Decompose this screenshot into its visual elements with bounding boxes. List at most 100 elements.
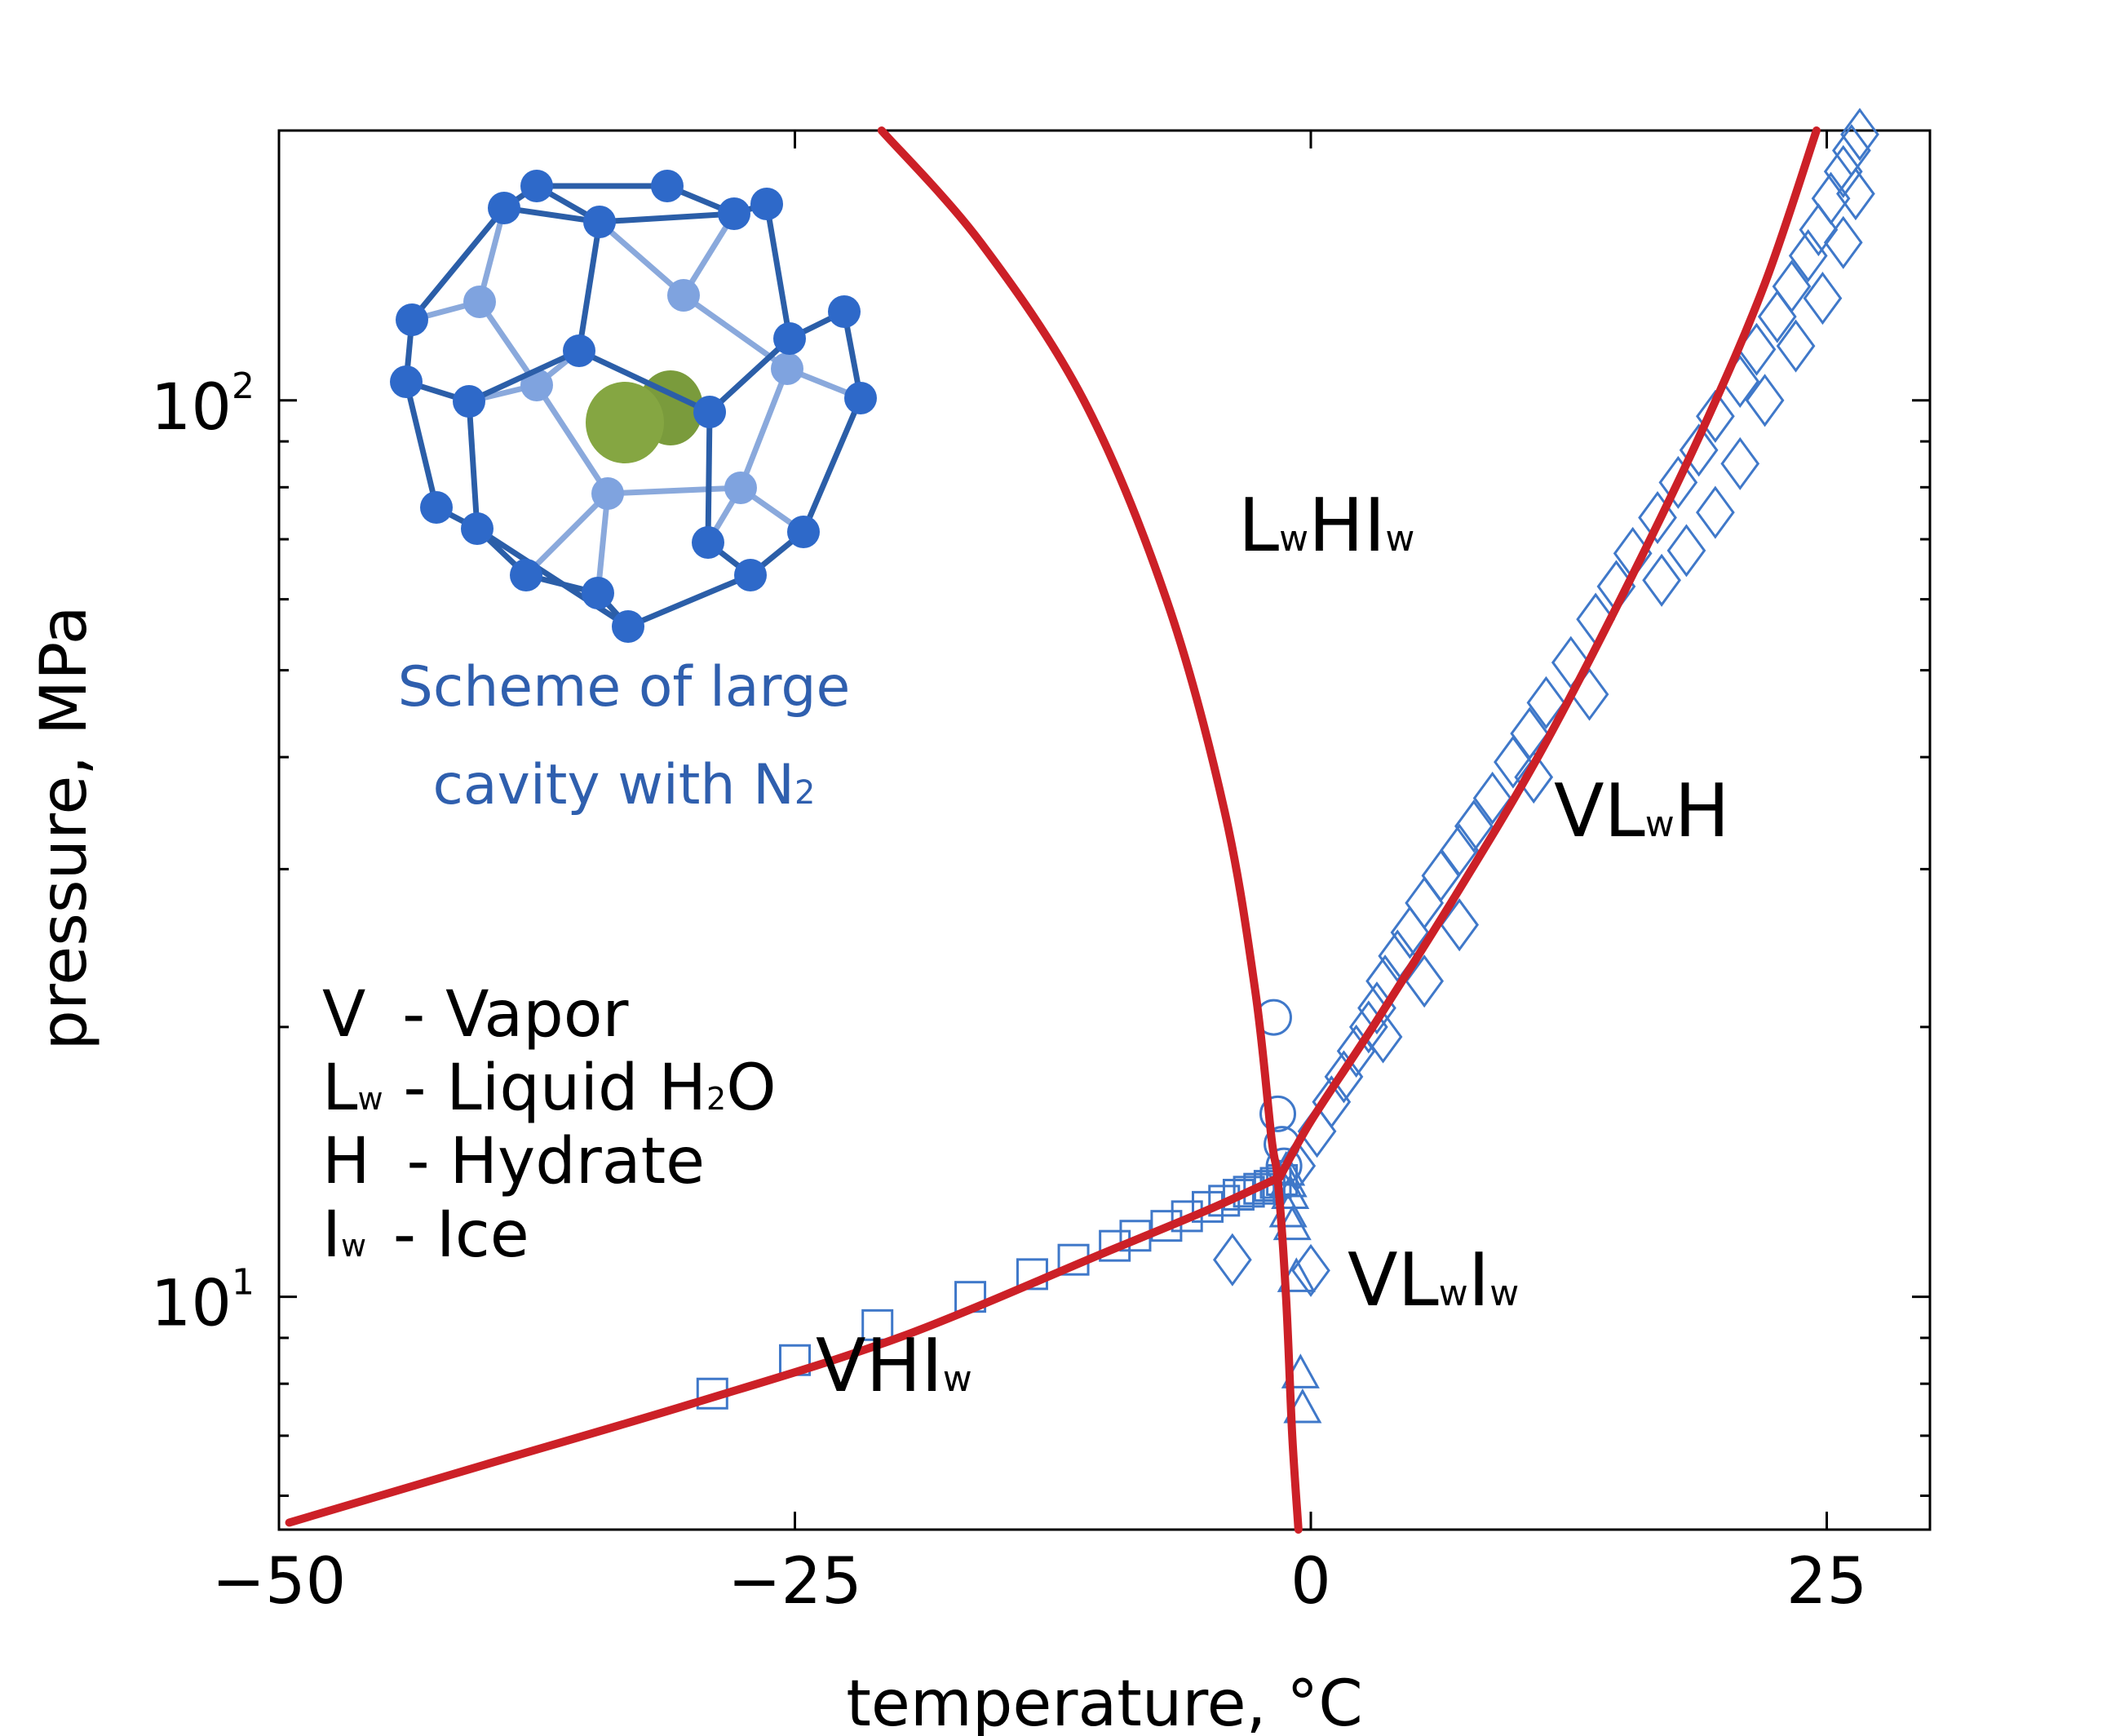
cage-front-atom: [773, 322, 806, 355]
diamond-marker: [1772, 259, 1812, 313]
cage-back-bond: [534, 383, 610, 495]
y-tick-label: 101: [151, 1262, 254, 1341]
square-marker: [861, 1309, 894, 1341]
region-vhiw-main1: VHI: [816, 1323, 943, 1409]
cage-front-bond: [403, 381, 440, 508]
cage-front-atom: [750, 188, 783, 220]
y-tick-base: 10: [151, 1268, 232, 1341]
diamond-marker: [1324, 1050, 1364, 1104]
diamond-marker: [1312, 1075, 1352, 1129]
cage-front-atom: [582, 577, 614, 609]
x-tick-label: −25: [728, 1545, 862, 1619]
cage-front-bond: [476, 526, 630, 629]
cage-front-bond: [578, 348, 711, 415]
cage-front-bond: [800, 396, 864, 534]
cage-front-atom: [612, 610, 644, 643]
cage-front-bond: [707, 336, 792, 414]
square-marker: [1222, 1178, 1255, 1211]
region-label-vhiw: VHIw: [816, 1323, 972, 1409]
phase-boundary-curve: [877, 126, 1303, 1534]
region-lwhiw-main1: L: [1238, 483, 1279, 569]
cage-front-atom: [488, 192, 520, 224]
diamond-marker: [1277, 1139, 1317, 1193]
key-liquid-desc-sub: 2: [706, 1081, 726, 1117]
y-tick-exponent: 2: [232, 365, 254, 407]
diamond-marker: [1212, 1233, 1252, 1286]
x-tick-labels: −50 −25 0 25: [212, 1545, 1867, 1619]
cage-back-atom: [591, 477, 624, 510]
y-tick-base: 10: [151, 371, 232, 445]
cage-front-atom: [734, 559, 767, 591]
cage-back-atom: [771, 352, 803, 385]
cage-front-atom: [520, 170, 553, 202]
diamond-marker: [1454, 799, 1494, 853]
cage-back-bond: [607, 485, 741, 497]
cage-back-bond: [477, 300, 539, 387]
cage-front-bond: [763, 203, 793, 339]
key-row-hydrate: H - Hydrate: [322, 1125, 705, 1198]
diamond-marker: [1811, 171, 1851, 225]
inset-caption-line2-main: cavity with N: [433, 753, 794, 817]
cage-back-bond: [595, 493, 611, 594]
key-liquid-desc: - Liquid H: [383, 1052, 706, 1125]
cage-front-atom: [453, 385, 485, 418]
diamond-marker: [1472, 771, 1512, 825]
region-vlwiw-main2: I: [1468, 1238, 1490, 1323]
data-markers: [696, 108, 1879, 1424]
circle-marker: [1259, 1095, 1297, 1132]
diamond-marker: [1745, 374, 1785, 427]
diamond-marker: [1291, 1243, 1330, 1297]
phase-boundary-curve: [1276, 126, 1821, 1181]
cage-front-bond: [626, 572, 752, 630]
cage-front-atom: [396, 303, 428, 336]
cage-front-atom: [651, 170, 684, 202]
key-ice-symbol: I: [322, 1198, 341, 1272]
y-tick-exponent: 1: [232, 1262, 254, 1304]
diamond-marker: [1666, 524, 1706, 578]
cage-front-atom: [828, 295, 861, 328]
cage-back-bond: [597, 219, 686, 298]
diamond-marker: [1823, 215, 1863, 269]
cage-front-bond: [409, 206, 507, 322]
inset-caption-line1: Scheme of large: [398, 655, 851, 720]
y-axis-label: pressure, MPa: [28, 605, 101, 1050]
cage-front-bond: [705, 411, 713, 543]
key-row-liquid: Lw - Liquid H2O: [322, 1052, 777, 1125]
cage-front-atom: [510, 559, 542, 591]
cage-front-bond: [466, 401, 480, 529]
region-label-vlwiw: VLwIw: [1348, 1238, 1519, 1323]
circle-marker: [1265, 1147, 1303, 1185]
diamond-marker: [1638, 490, 1677, 545]
cage-back-bond: [524, 491, 610, 578]
key-ice-desc: - Ice: [373, 1198, 529, 1272]
region-vlwiw-sub1: w: [1439, 1273, 1468, 1314]
diamond-marker: [1551, 636, 1591, 689]
phase-boundary-curves: [285, 126, 1821, 1534]
cage-front-atom: [844, 382, 877, 414]
x-tick-label: 25: [1786, 1545, 1867, 1619]
cage-front-bond: [599, 210, 735, 225]
x-axis-label: temperature, °C: [846, 1667, 1362, 1736]
cage-front-bond: [576, 221, 603, 352]
x-tick-label: 0: [1290, 1545, 1331, 1619]
region-vlwiw-main1: VL: [1348, 1238, 1439, 1323]
region-label-lwhiw: LwHIw: [1238, 483, 1414, 569]
inset-caption-line2: cavity with N2: [433, 753, 816, 817]
key-vapor-desc: - Vapor: [382, 978, 629, 1052]
cage-front-atom: [563, 334, 595, 367]
square-marker: [1233, 1176, 1265, 1208]
cage-front-atom: [461, 512, 493, 545]
diamond-marker: [1405, 954, 1445, 1008]
diamond-marker: [1776, 319, 1816, 373]
key-hydrate-symbol: H: [322, 1125, 370, 1198]
diamond-marker: [1526, 675, 1566, 729]
region-lwhiw-sub1: w: [1279, 518, 1308, 560]
diamond-marker: [1679, 423, 1719, 477]
region-label-vlwh: VLwH: [1554, 768, 1729, 854]
inset-caption-line2-sub: 2: [794, 774, 815, 812]
key-ice-symbol-sub: w: [341, 1228, 366, 1264]
x-tick-label: −50: [212, 1545, 347, 1619]
region-vlwh-main1: VL: [1554, 768, 1645, 854]
